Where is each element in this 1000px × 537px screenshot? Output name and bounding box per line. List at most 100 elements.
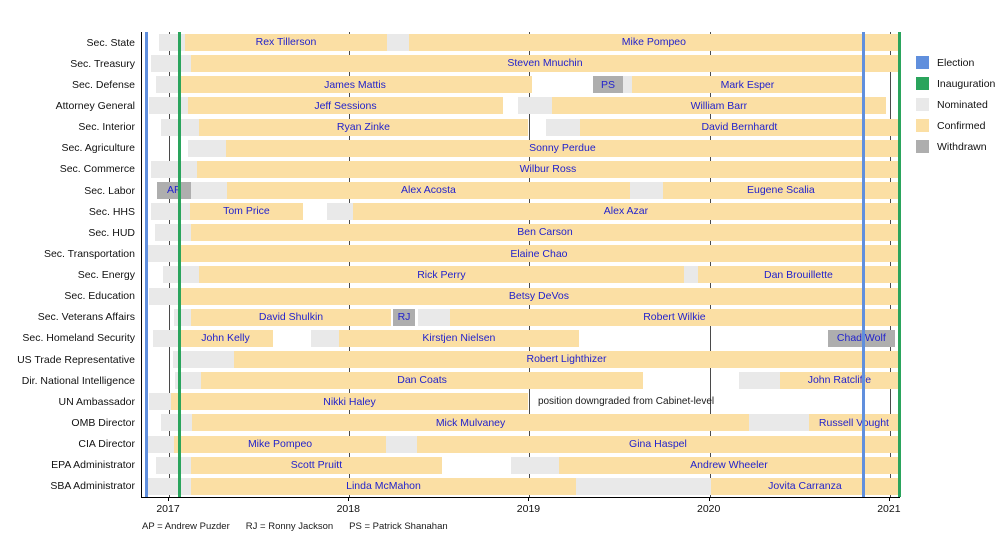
- bar-name-label: Ben Carson: [517, 226, 573, 239]
- bar-name-label: Sonny Perdue: [529, 141, 596, 154]
- timeline-bar-nominated: [738, 372, 780, 390]
- legend-label: Nominated: [937, 98, 988, 111]
- timeline-row: Linda McMahon Jovita Carranza: [142, 476, 900, 497]
- gridline-year: [169, 32, 171, 497]
- bar-name-label: Elaine Chao: [510, 247, 568, 260]
- axis-tick: [888, 497, 890, 501]
- timeline-row: AP Alex Acosta Eugene Scalia: [142, 180, 900, 201]
- timeline-bar-confirmed: Kirstjen Nielsen: [338, 329, 579, 347]
- timeline-bar-nominated: [156, 76, 179, 94]
- timeline-bar-confirmed: Rex Tillerson: [185, 34, 387, 51]
- row-label: Attorney General: [55, 99, 135, 112]
- legend-swatch-nominated: [916, 98, 929, 111]
- timeline-bar-nominated: [159, 34, 186, 51]
- timeline-bar-confirmed: Scott Pruitt: [191, 456, 442, 474]
- axis-tick: [168, 497, 170, 501]
- footnote-item-rj: RJ = Ronny Jackson: [245, 521, 334, 532]
- row-annotation: position downgraded from Cabinet-level: [537, 396, 715, 408]
- row-label: EPA Administrator: [51, 459, 135, 472]
- bar-name-label: Mick Mulvaney: [435, 416, 506, 429]
- timeline-bar-nominated: [151, 55, 191, 73]
- timeline-bar-confirmed: Robert Wilkie: [449, 308, 899, 326]
- timeline-row: Ryan Zinke David Bernhardt: [142, 117, 900, 138]
- timeline-bar-confirmed: Ryan Zinke: [198, 118, 529, 136]
- timeline-bar-nominated: [386, 34, 409, 51]
- axis-tick: [528, 497, 530, 501]
- plot-area: Rex Tillerson Mike Pompeo Steven Mnuchin Ja…: [141, 32, 901, 498]
- row-label: OMB Director: [71, 417, 135, 429]
- timeline-bar-confirmed: David Bernhardt: [579, 118, 899, 136]
- bar-name-label: John Ratcliffe: [807, 374, 872, 387]
- timeline-bar-withdrawn: PS: [592, 76, 623, 94]
- timeline-bar-confirmed: Jeff Sessions: [187, 97, 503, 115]
- timeline-row: James Mattis PS Mark Esper: [142, 74, 900, 95]
- row-label: Sec. Agriculture: [61, 142, 135, 155]
- timeline-row: Steven Mnuchin: [142, 53, 900, 74]
- timeline-row: Mick Mulvaney Russell Vought: [142, 412, 900, 433]
- bar-name-label: Dan Coats: [397, 374, 447, 387]
- timeline-bar-nominated: [327, 203, 354, 221]
- bar-name-label: Mike Pompeo: [247, 437, 313, 450]
- legend-swatch-withdrawn: [916, 140, 929, 153]
- bar-name-label: PS: [600, 78, 615, 91]
- timeline-bar-confirmed: Gina Haspel: [417, 435, 899, 453]
- row-label: UN Ambassador: [58, 395, 135, 408]
- bar-name-label: AP: [166, 184, 181, 197]
- timeline-bar-confirmed: Mike Pompeo: [174, 435, 386, 453]
- timeline-bar-confirmed: James Mattis: [178, 76, 532, 94]
- timeline-bar-confirmed: Russell Vought: [808, 414, 899, 432]
- gridline-year: [349, 32, 351, 497]
- row-label: Sec. Homeland Security: [22, 332, 135, 345]
- timeline-bar-nominated: [149, 287, 179, 305]
- bar-name-label: Chad Wolf: [836, 332, 886, 345]
- legend-label: Withdrawn: [937, 140, 987, 153]
- timeline-row: Wilbur Ross: [142, 159, 900, 180]
- timeline-bar-confirmed: Ben Carson: [191, 224, 899, 242]
- timeline-row: Rick Perry Dan Brouillette: [142, 264, 900, 285]
- timeline-bar-withdrawn: RJ: [393, 308, 416, 326]
- timeline-bar-confirmed: David Shulkin: [191, 308, 392, 326]
- timeline-row: Betsy DeVos: [142, 286, 900, 307]
- timeline-bar-confirmed: Alex Acosta: [227, 181, 630, 199]
- bar-name-label: Eugene Scalia: [747, 184, 815, 197]
- timeline-bar-confirmed: Robert Lighthizer: [234, 351, 899, 369]
- row-label: Sec. Defense: [71, 78, 135, 91]
- bar-name-label: Steven Mnuchin: [507, 57, 583, 70]
- bar-name-label: Alex Acosta: [401, 184, 456, 197]
- timeline-bar-confirmed: John Ratcliffe: [779, 372, 899, 390]
- legend-label: Confirmed: [937, 119, 986, 132]
- timeline-row: Nikki Haley position downgraded from Cabi…: [142, 391, 900, 412]
- bar-name-label: William Barr: [690, 99, 748, 112]
- timeline-bar-nominated: [417, 308, 450, 326]
- timeline-bar-nominated: [191, 181, 228, 199]
- timeline-bar-nominated: [683, 266, 698, 284]
- bar-name-label: Jeff Sessions: [314, 99, 377, 112]
- row-label: Sec. Veterans Affairs: [37, 311, 135, 324]
- row-label: CIA Director: [78, 438, 135, 451]
- timeline-row: Rex Tillerson Mike Pompeo: [142, 32, 900, 53]
- bar-name-label: RJ: [397, 311, 411, 324]
- bar-name-label: Betsy DeVos: [508, 289, 569, 302]
- timeline-bar-nominated: [386, 435, 417, 453]
- timeline-bar-nominated: [152, 329, 179, 347]
- row-label: Sec. Education: [64, 290, 135, 303]
- timeline-bar-nominated: [163, 266, 199, 284]
- bar-name-label: Mark Esper: [720, 78, 775, 91]
- bar-name-label: James Mattis: [324, 78, 386, 91]
- footnote-item-ap: AP = Andrew Puzder: [142, 521, 230, 532]
- row-label: Sec. HHS: [88, 205, 135, 218]
- row-label: Sec. Interior: [78, 121, 135, 134]
- timeline-bar-nominated: [172, 351, 235, 369]
- axis-year-label: 2019: [516, 503, 541, 515]
- timeline-bar-confirmed: William Barr: [551, 97, 886, 115]
- row-label: Sec. Labor: [84, 184, 135, 197]
- timeline-bar-confirmed: Wilbur Ross: [196, 160, 899, 178]
- timeline-row: Elaine Chao: [142, 243, 900, 264]
- bar-name-label: Gina Haspel: [629, 437, 687, 450]
- timeline-bar-nominated: [311, 329, 339, 347]
- timeline-bar-nominated: [151, 160, 197, 178]
- timeline-bar-confirmed: Jovita Carranza: [710, 477, 899, 495]
- timeline-bar-confirmed: Eugene Scalia: [662, 181, 899, 199]
- bar-name-label: Robert Wilkie: [643, 311, 706, 324]
- timeline-bar-nominated: [147, 435, 175, 453]
